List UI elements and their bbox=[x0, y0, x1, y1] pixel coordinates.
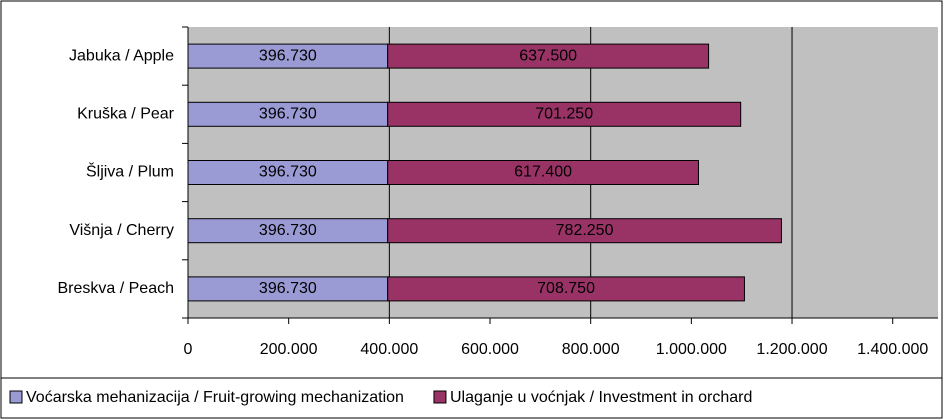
value-label: 396.730 bbox=[259, 280, 317, 297]
bar bbox=[187, 276, 389, 302]
y-tick-label: Jabuka / Apple bbox=[69, 47, 174, 64]
value-label: 617.400 bbox=[514, 164, 572, 181]
bar bbox=[387, 276, 745, 302]
x-tick-label: 0 bbox=[184, 341, 193, 358]
y-tick-label: Kruška / Pear bbox=[77, 106, 175, 123]
bar bbox=[187, 101, 389, 127]
value-label: 637.500 bbox=[519, 47, 577, 64]
bar bbox=[387, 43, 710, 69]
y-tick-label: Šljiva / Plum bbox=[86, 162, 174, 181]
bar bbox=[187, 218, 389, 244]
legend-label: Voćarska mehanizacija / Fruit-growing me… bbox=[26, 389, 404, 406]
value-label: 396.730 bbox=[259, 164, 317, 181]
bar bbox=[187, 43, 389, 69]
y-tick-label: Breskva / Peach bbox=[58, 280, 175, 297]
value-label: 396.730 bbox=[259, 106, 317, 123]
bar bbox=[387, 218, 782, 244]
bar bbox=[387, 160, 699, 185]
x-tick-label: 1.000.000 bbox=[656, 341, 727, 358]
x-tick-label: 200.000 bbox=[260, 341, 318, 358]
x-tick-label: 1.200.000 bbox=[756, 341, 827, 358]
value-label: 396.730 bbox=[259, 47, 317, 64]
x-tick-label: 600.000 bbox=[461, 341, 519, 358]
x-tick-label: 800.000 bbox=[562, 341, 620, 358]
x-tick-label: 400.000 bbox=[360, 341, 418, 358]
legend-label: Ulaganje u voćnjak / Investment in orcha… bbox=[450, 389, 752, 406]
legend-swatch bbox=[433, 390, 447, 404]
bar bbox=[187, 160, 389, 185]
value-label: 708.750 bbox=[537, 280, 595, 297]
value-label: 782.250 bbox=[556, 222, 614, 239]
value-label: 701.250 bbox=[535, 106, 593, 123]
legend-swatch bbox=[9, 390, 23, 404]
bar bbox=[387, 101, 742, 127]
value-label: 396.730 bbox=[259, 222, 317, 239]
y-tick-label: Višnja / Cherry bbox=[69, 222, 174, 239]
x-tick-label: 1.400.000 bbox=[857, 341, 928, 358]
